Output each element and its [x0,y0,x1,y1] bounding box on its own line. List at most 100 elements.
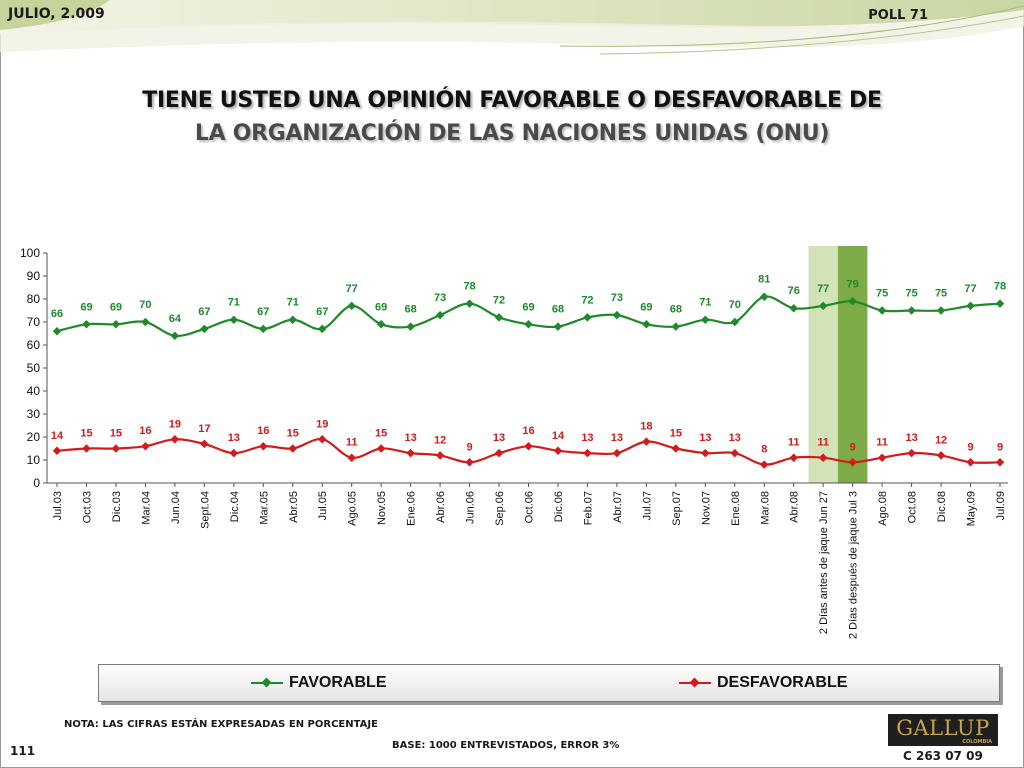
data-label-favorable: 77 [346,283,358,295]
chart-title-line-2: LA ORGANIZACIÓN DE LAS NACIONES UNIDAS (… [194,121,830,146]
data-point-desfavorable [524,441,533,451]
data-label-favorable: 72 [581,294,593,306]
footer-base: BASE: 1000 ENTREVISTADOS, ERROR 3% [392,740,620,751]
data-point-favorable [288,315,297,324]
x-tick-label: Nov.05 [376,491,388,525]
data-label-desfavorable: 13 [611,432,623,444]
y-tick-label: 10 [27,453,41,467]
x-tick-label: Sep.06 [494,491,506,526]
y-tick-label: 60 [27,338,41,352]
data-label-desfavorable: 19 [169,418,181,430]
data-label-desfavorable: 15 [80,428,92,440]
data-label-favorable: 68 [405,304,417,316]
x-tick-label: Sep.07 [671,491,683,526]
x-tick-label: Ene.08 [730,491,742,526]
y-tick-label: 100 [20,246,40,260]
x-tick-label: Dic.08 [936,491,948,522]
data-point-favorable [376,320,386,329]
data-label-desfavorable: 15 [287,428,299,440]
data-label-desfavorable: 13 [581,432,593,444]
x-tick-label: Ene.06 [406,491,418,526]
x-tick-label: Abr.07 [612,491,624,523]
legend-marker-desfavorable [679,681,711,684]
data-point-favorable [936,306,946,315]
data-label-desfavorable: 15 [670,428,682,440]
data-label-desfavorable: 8 [761,444,767,456]
x-tick-label: Jul.07 [641,491,653,520]
data-label-favorable: 75 [935,288,947,300]
data-label-favorable: 69 [110,301,122,313]
data-point-favorable [701,315,710,324]
data-point-desfavorable [347,453,356,462]
data-point-favorable [406,322,415,331]
data-label-desfavorable: 19 [316,418,328,430]
opinion-line-chart: 0 10 20 30 40 50 60 70 80 90 100 Jul.03 Oct.03 Dic.03… [20,246,1008,639]
data-point-favorable [553,322,563,331]
legend-label-favorable: FAVORABLE [289,674,387,691]
x-tick-label: Abr.06 [435,491,447,523]
data-point-desfavorable [612,448,622,458]
x-tick-label: May.09 [966,491,978,526]
data-label-favorable: 71 [287,297,299,309]
x-tick-label: Mar.05 [258,491,270,525]
y-tick-label: 0 [33,476,40,490]
data-label-favorable: 66 [51,308,63,320]
data-label-desfavorable: 13 [493,432,505,444]
y-tick-label: 50 [27,361,41,375]
y-tick-label: 90 [27,269,41,283]
data-point-desfavorable [553,446,563,456]
data-label-desfavorable: 9 [467,441,473,453]
x-tick-label: Feb.07 [582,491,594,525]
data-label-desfavorable: 9 [850,441,856,453]
data-label-favorable: 69 [375,301,387,313]
data-label-favorable: 73 [434,292,446,304]
data-point-favorable [229,315,239,324]
data-point-favorable [642,320,651,329]
data-point-desfavorable [317,435,327,444]
data-label-desfavorable: 11 [876,437,888,449]
data-point-desfavorable [995,458,1005,467]
data-point-favorable [141,317,150,327]
data-point-desfavorable [966,458,975,467]
data-point-desfavorable [406,448,415,458]
x-tick-label: Abr.08 [789,491,801,523]
data-point-favorable [317,324,327,334]
data-point-desfavorable [111,444,121,453]
data-point-desfavorable [259,441,268,451]
data-point-desfavorable [730,448,740,458]
data-label-favorable: 79 [847,278,859,290]
data-point-desfavorable [818,453,828,462]
data-label-favorable: 67 [316,306,328,318]
chart-title-line-1: TIENE USTED UNA OPINIÓN FAVORABLE O DESF… [142,88,882,113]
data-label-desfavorable: 13 [729,432,741,444]
data-point-favorable [52,326,62,336]
highlight-band [837,246,868,483]
x-tick-label: Ago.05 [347,491,359,526]
x-tick-label: Oct.03 [81,491,93,523]
data-point-desfavorable [848,458,857,467]
data-label-desfavorable: 14 [552,430,565,442]
data-label-favorable: 69 [640,301,652,313]
chart-legend: FAVORABLE DESFAVORABLE [98,664,1000,702]
data-label-desfavorable: 16 [522,425,534,437]
data-label-favorable: 67 [257,306,269,318]
x-tick-label: Oct.08 [907,491,919,523]
data-point-favorable [524,320,533,329]
x-tick-label: Dic.04 [229,491,241,522]
data-label-desfavorable: 13 [405,432,417,444]
page-number: 111 [10,744,36,758]
highlight-band [808,246,838,483]
data-point-favorable [465,299,474,308]
data-label-favorable: 67 [198,306,210,318]
data-point-favorable [111,320,121,329]
x-tick-label: Jun.06 [465,491,477,524]
data-point-desfavorable [494,448,504,458]
y-tick-label: 20 [27,430,41,444]
legend-marker-favorable [251,681,283,684]
data-label-favorable: 69 [80,301,92,313]
logo-text: GALLUP [896,716,990,740]
x-tick-label: Jul.05 [317,491,329,520]
data-label-desfavorable: 13 [905,432,917,444]
x-tick-label: Dic.06 [553,491,565,522]
data-point-favorable [818,301,828,311]
